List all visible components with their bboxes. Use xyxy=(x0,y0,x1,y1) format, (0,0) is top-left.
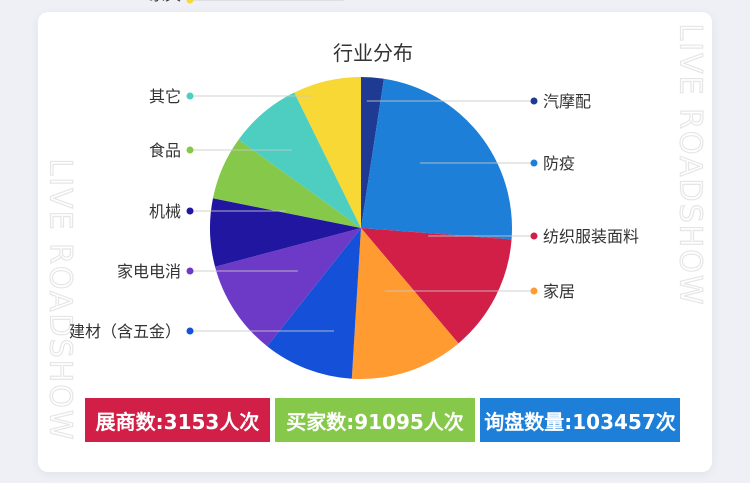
chart-title: 行业分布 xyxy=(333,41,413,65)
slice-label: 纺织服装面料 xyxy=(543,227,639,246)
legend-dot xyxy=(530,287,538,295)
legend-dot xyxy=(186,267,194,275)
pie-slice xyxy=(215,228,361,347)
legend-dot xyxy=(530,232,538,240)
pie-slice xyxy=(267,228,361,379)
buyer-count-badge: 买家数:91095人次 xyxy=(275,398,475,442)
pie-slice xyxy=(210,198,361,267)
slice-label: 建材（含五金） xyxy=(69,322,181,341)
legend-dot xyxy=(186,146,194,154)
pie-slice xyxy=(361,78,512,240)
slice-label: 其它 xyxy=(149,87,181,106)
pie-slice xyxy=(294,77,361,228)
pie-slice xyxy=(212,139,361,228)
legend-dot xyxy=(530,159,538,167)
slice-label: 防疫 xyxy=(543,154,575,173)
legend-dot xyxy=(186,327,194,335)
inquiry-count-badge: 询盘数量:103457次 xyxy=(480,398,680,442)
slice-label: 家电电消 xyxy=(117,262,181,281)
slice-label: 家居 xyxy=(543,282,575,301)
legend-dot xyxy=(186,0,194,4)
slice-label: 家具 xyxy=(149,0,181,4)
slice-label: 食品 xyxy=(149,141,181,160)
pie-slice xyxy=(361,228,512,344)
pie-slice xyxy=(361,77,384,228)
legend-dot xyxy=(186,92,194,100)
slice-label: 汽摩配 xyxy=(543,92,591,111)
exhibitor-count-badge: 展商数:3153人次 xyxy=(85,398,270,442)
legend-dot xyxy=(186,207,194,215)
pie-slice xyxy=(238,92,361,228)
slice-label: 机械 xyxy=(149,202,181,221)
pie-slice xyxy=(351,228,459,379)
legend-dot xyxy=(530,97,538,105)
